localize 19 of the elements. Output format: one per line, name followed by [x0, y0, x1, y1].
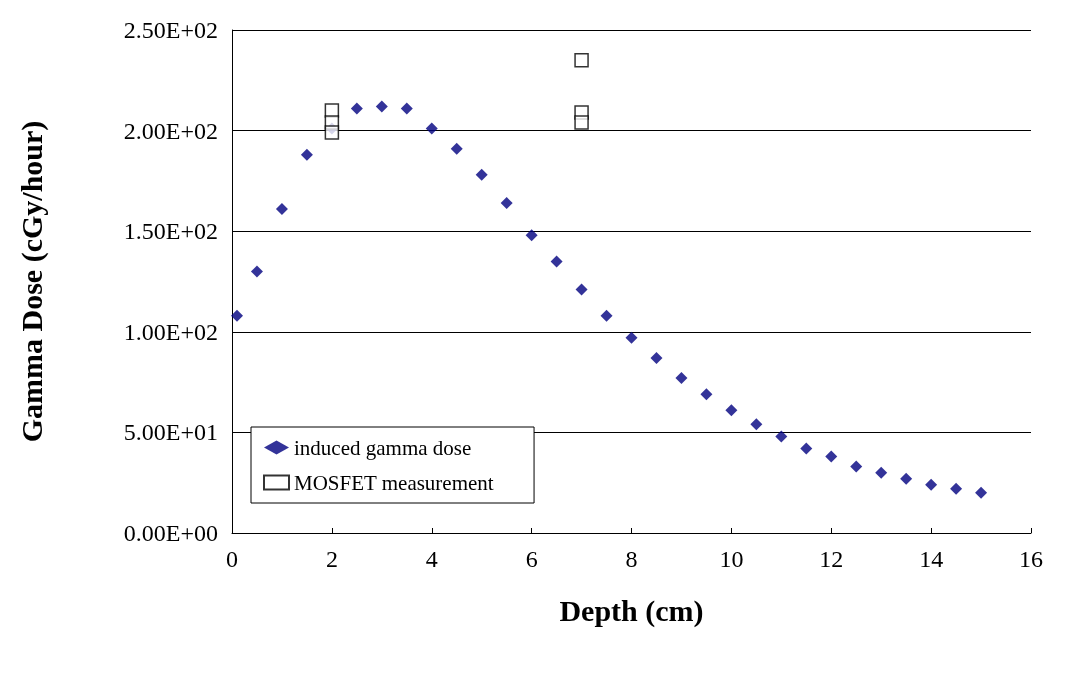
x-tick-label: 8 [625, 546, 638, 572]
x-tick-label: 2 [325, 546, 338, 572]
x-tick-label: 14 [919, 546, 944, 572]
y-tick-label: 0.00E+00 [123, 520, 218, 546]
legend-label: MOSFET measurement [294, 470, 494, 495]
y-tick-label: 5.00E+01 [123, 419, 218, 446]
x-tick-label: 0 [226, 546, 238, 572]
y-tick-label: 2.50E+02 [123, 17, 218, 43]
x-tick-label: 12 [819, 546, 844, 572]
y-tick-label: 1.50E+02 [123, 218, 218, 245]
legend-label: induced gamma dose [294, 435, 472, 460]
y-tick-label: 2.00E+02 [123, 117, 218, 144]
x-tick-label: 4 [425, 546, 438, 572]
x-axis-title: Depth (cm) [559, 593, 704, 628]
y-tick-label: 1.00E+02 [123, 318, 218, 345]
x-tick-label: 10 [719, 546, 744, 572]
x-tick-label: 6 [525, 546, 538, 572]
x-tick-label: 16 [1019, 546, 1043, 572]
y-axis-title: Gamma Dose (cGy/hour) [14, 120, 49, 443]
